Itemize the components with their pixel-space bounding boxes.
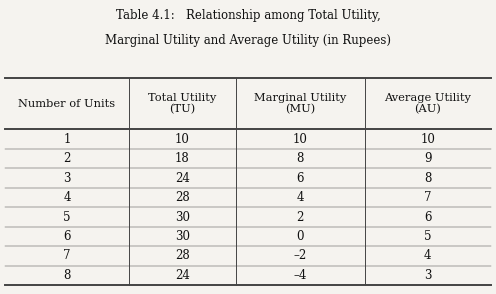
- Text: 30: 30: [175, 230, 190, 243]
- Text: 24: 24: [175, 172, 190, 185]
- Text: 5: 5: [424, 230, 432, 243]
- Text: Marginal Utility
(MU): Marginal Utility (MU): [254, 93, 346, 115]
- Text: 6: 6: [63, 230, 71, 243]
- Text: 28: 28: [175, 250, 190, 263]
- Text: 10: 10: [175, 133, 190, 146]
- Text: Total Utility
(TU): Total Utility (TU): [148, 93, 217, 115]
- Text: 7: 7: [63, 250, 71, 263]
- Text: 5: 5: [63, 211, 71, 223]
- Text: 1: 1: [63, 133, 70, 146]
- Text: 8: 8: [63, 269, 70, 282]
- Text: 2: 2: [63, 152, 70, 165]
- Text: Marginal Utility and Average Utility (in Rupees): Marginal Utility and Average Utility (in…: [105, 34, 391, 47]
- Text: 9: 9: [424, 152, 432, 165]
- Text: 30: 30: [175, 211, 190, 223]
- Text: 24: 24: [175, 269, 190, 282]
- Text: 2: 2: [297, 211, 304, 223]
- Text: 0: 0: [297, 230, 304, 243]
- Text: –2: –2: [294, 250, 307, 263]
- Text: 6: 6: [297, 172, 304, 185]
- Text: Average Utility
(AU): Average Utility (AU): [384, 93, 471, 115]
- Text: 4: 4: [297, 191, 304, 204]
- Text: 8: 8: [297, 152, 304, 165]
- Text: 6: 6: [424, 211, 432, 223]
- Text: 8: 8: [424, 172, 432, 185]
- Text: 18: 18: [175, 152, 190, 165]
- Text: 10: 10: [293, 133, 308, 146]
- Text: 10: 10: [421, 133, 435, 146]
- Text: –4: –4: [294, 269, 307, 282]
- Text: Number of Units: Number of Units: [18, 98, 116, 109]
- Text: 7: 7: [424, 191, 432, 204]
- Text: 4: 4: [424, 250, 432, 263]
- Text: 28: 28: [175, 191, 190, 204]
- Text: 3: 3: [424, 269, 432, 282]
- Text: 3: 3: [63, 172, 71, 185]
- Text: Table 4.1:   Relationship among Total Utility,: Table 4.1: Relationship among Total Util…: [116, 9, 380, 22]
- Text: 4: 4: [63, 191, 71, 204]
